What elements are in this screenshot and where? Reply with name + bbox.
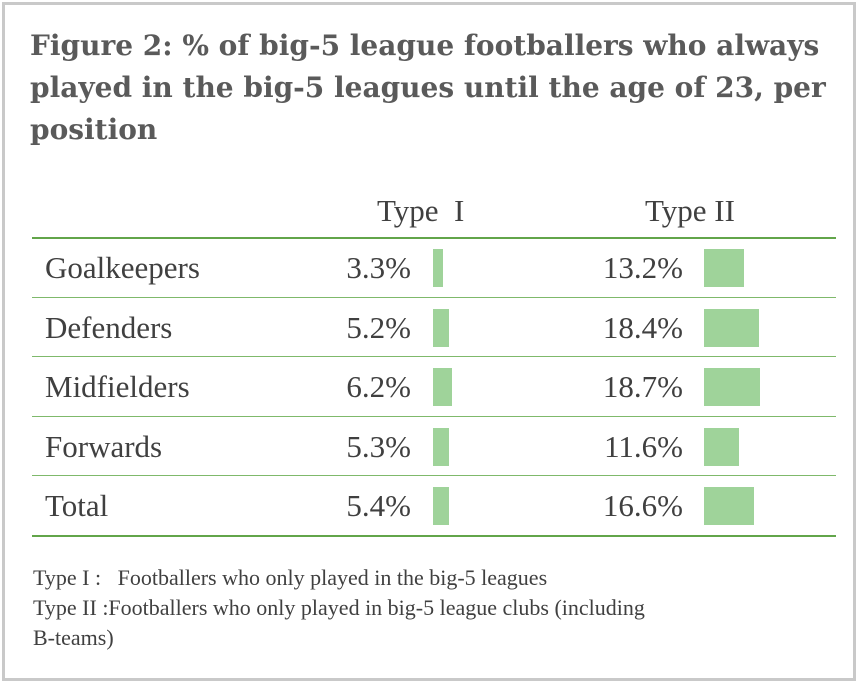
note-type-1: Type I : Footballers who only played in … (33, 565, 548, 590)
type-1-bar (433, 427, 449, 466)
type-2-value: 16.6% (602, 488, 683, 523)
type-1-value: 6.2% (346, 369, 411, 404)
row-divider (32, 296, 836, 298)
row-divider (32, 475, 836, 476)
type-2-bar (704, 487, 754, 525)
column-header-type-1: Type I (377, 193, 465, 228)
row-label: Forwards (45, 428, 163, 464)
row-divider (32, 356, 836, 357)
type-2-value: 11.6% (604, 428, 683, 464)
row-label: Midfielders (45, 369, 190, 404)
column-header-type-2: Type II (645, 193, 735, 228)
note-type-2: Type II :Footballers who only played in … (33, 595, 645, 620)
type-2-bar (704, 308, 760, 347)
type-2-value: 13.2% (602, 250, 683, 285)
chart-title: Figure 2: % of big-5 league footballers … (30, 29, 826, 146)
type-1-bar (433, 368, 452, 406)
type-2-bar (704, 249, 744, 287)
type-2-bar (704, 427, 739, 466)
type-1-value: 5.4% (346, 488, 411, 523)
row-label: Goalkeepers (45, 250, 200, 285)
type-1-bar (433, 487, 450, 525)
type-2-value: 18.4% (602, 309, 683, 345)
type-2-bar (704, 368, 761, 406)
row-divider (32, 415, 836, 417)
type-1-value: 5.3% (346, 428, 411, 464)
note-type-2-continued: B-teams) (33, 625, 114, 650)
row-label: Defenders (45, 309, 173, 345)
type-1-bar (433, 249, 443, 287)
table-bottom-rule (32, 534, 836, 537)
row-label: Total (45, 488, 109, 523)
type-2-value: 18.7% (602, 369, 683, 404)
type-1-value: 5.2% (346, 309, 411, 345)
type-1-bar (433, 308, 449, 347)
type-1-value: 3.3% (346, 250, 411, 285)
table-top-rule (32, 237, 836, 239)
